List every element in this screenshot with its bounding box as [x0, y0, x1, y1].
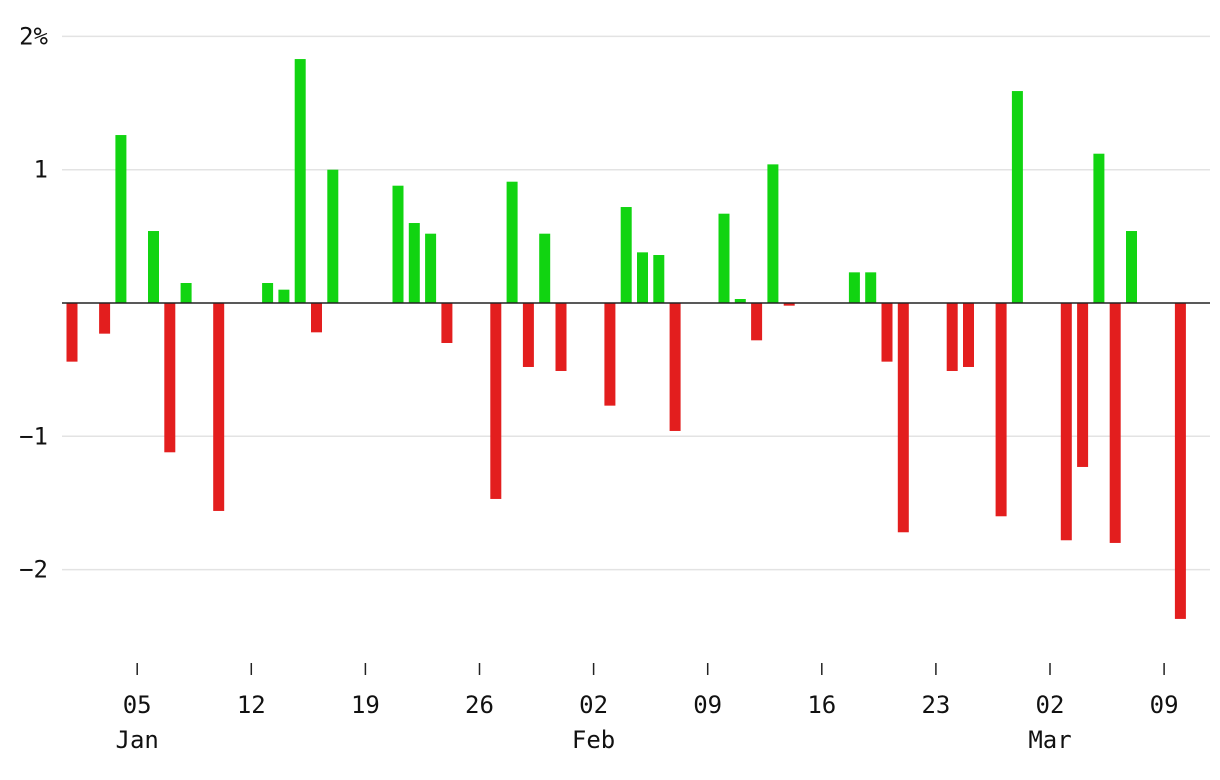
bar [278, 289, 290, 303]
bar [963, 303, 974, 367]
bar [441, 303, 453, 343]
bar [148, 231, 159, 303]
bar [490, 303, 502, 499]
bar [1109, 303, 1121, 543]
x-tick-label: 23 [921, 691, 950, 719]
bar [425, 233, 437, 303]
x-tick-label: 12 [237, 691, 266, 719]
bar [653, 255, 665, 303]
bars [66, 59, 1186, 619]
bar [408, 223, 420, 303]
bar [718, 213, 730, 303]
bar [506, 181, 518, 303]
bar [848, 272, 860, 303]
bar [294, 59, 306, 303]
x-month-label: Jan [116, 726, 159, 754]
x-tick-label: 02 [579, 691, 608, 719]
bar [767, 164, 779, 303]
x-tick-label: 02 [1036, 691, 1065, 719]
x-tick-label: 16 [807, 691, 836, 719]
bar [734, 299, 746, 303]
bar [311, 303, 322, 333]
y-tick-label: 2% [19, 22, 48, 50]
bar [881, 303, 893, 362]
bar [1077, 303, 1089, 467]
x-tick-label: 05 [123, 691, 152, 719]
bar [995, 303, 1007, 517]
x-tick-label: 19 [351, 691, 380, 719]
bar [115, 135, 127, 303]
bar [637, 252, 648, 303]
bar [555, 303, 567, 371]
bar [213, 303, 225, 511]
bar [1060, 303, 1072, 541]
bar [164, 303, 176, 453]
axes: 2% 1 −1 −2 05 Jan 12 19 26 02 Feb 09 16 23 02 Mar 09 [19, 22, 1210, 754]
bar [392, 185, 404, 303]
x-tick-label: 26 [465, 691, 494, 719]
bar [669, 303, 681, 431]
x-tick-label: 09 [693, 691, 722, 719]
bar [99, 303, 111, 334]
bar [783, 303, 795, 306]
bar [897, 303, 909, 533]
bar [180, 283, 192, 303]
x-tick-label: 09 [1150, 691, 1179, 719]
bar [1011, 91, 1023, 303]
bar [946, 303, 958, 371]
bar [539, 233, 551, 303]
bar [1093, 153, 1105, 303]
y-tick-label: −1 [19, 422, 48, 450]
bar [751, 303, 763, 341]
bar [620, 207, 632, 303]
bar [522, 303, 534, 367]
bar [66, 303, 78, 362]
bar [865, 272, 877, 303]
y-tick-label: 1 [34, 156, 48, 184]
bar [1174, 303, 1186, 619]
bar [1126, 231, 1137, 303]
y-tick-label: −2 [19, 556, 48, 584]
x-month-label: Feb [572, 726, 615, 754]
bar [604, 303, 616, 406]
x-month-label: Mar [1028, 726, 1071, 754]
bar [262, 283, 274, 303]
bar [327, 169, 339, 303]
